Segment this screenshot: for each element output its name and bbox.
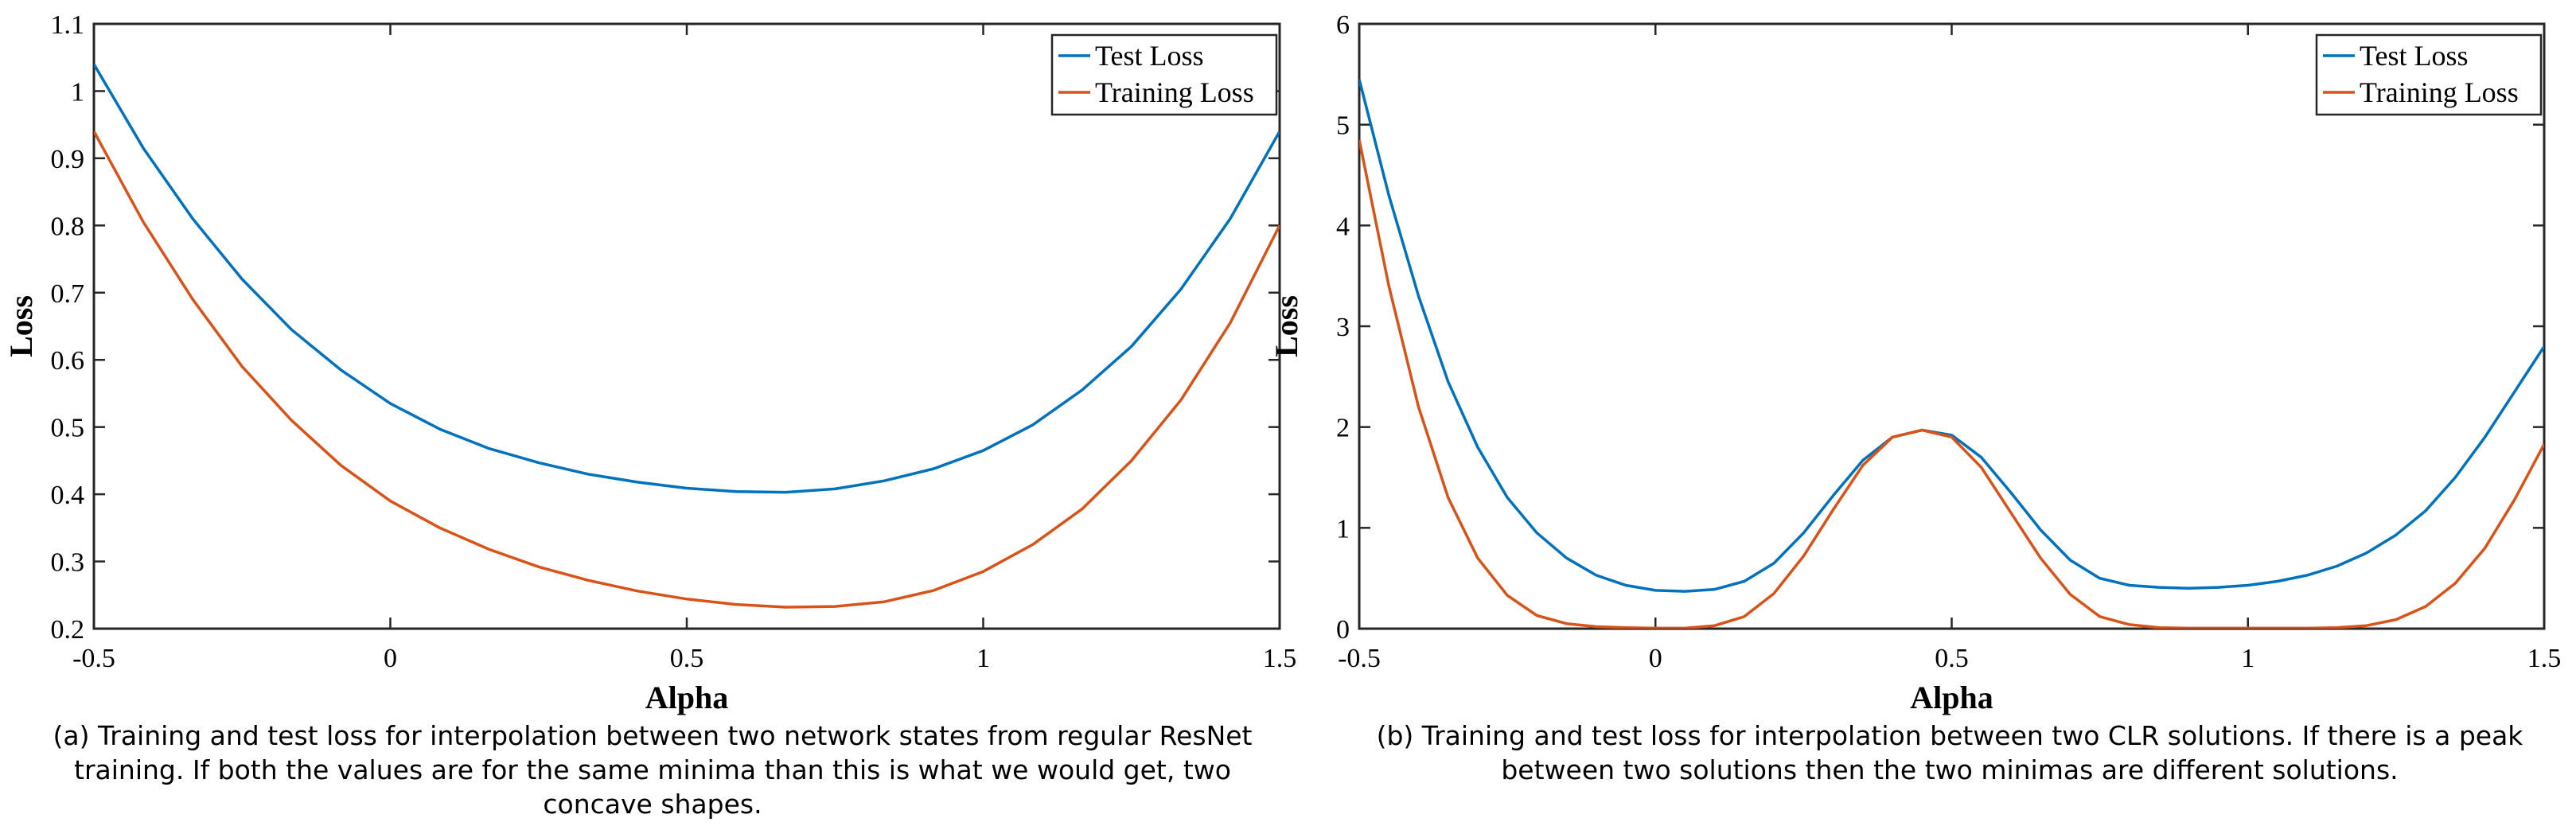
series-line-training-loss [1359, 139, 2544, 629]
y-tick-label: 0 [1336, 615, 1350, 645]
x-tick-label: 0.5 [1935, 644, 1969, 673]
plot-frame [92, 22, 1281, 630]
x-tick-label: 0 [384, 644, 397, 673]
x-axis-label: Alpha [645, 680, 729, 715]
y-tick-label: 5 [1336, 111, 1350, 141]
y-tick-label: 0.9 [51, 145, 85, 174]
y-axis-label: Loss [1269, 295, 1304, 357]
legend-label: Test Loss [1095, 40, 1203, 72]
series-line-training-loss [94, 131, 1280, 609]
caption-a: (a) Training and test loss for interpola… [53, 720, 1253, 820]
legend-label: Training Loss [2360, 76, 2519, 108]
y-axis-label: Loss [3, 295, 39, 357]
y-tick-label: 1.1 [51, 10, 85, 40]
x-tick-label: 0 [1649, 644, 1662, 673]
x-tick-label: -0.5 [1338, 644, 1381, 673]
x-tick-label: 0.5 [670, 644, 704, 673]
y-tick-label: 0.6 [51, 346, 85, 376]
y-tick-label: 1 [1336, 514, 1350, 544]
legend-label: Test Loss [2360, 40, 2468, 72]
x-tick-label: 1 [2241, 644, 2254, 673]
legend-label: Training Loss [1095, 76, 1254, 108]
chart-a-loss-interpolation-resnet: -0.5 0 0.5 1 1.5 0.2 0.3 0.4 0.5 0.6 0.7 0.8 0.9 1 1.1… [3, 10, 1296, 715]
legend [1050, 33, 1278, 116]
x-tick-label: 1.5 [2527, 644, 2562, 673]
y-tick-label: 0.7 [51, 279, 85, 309]
y-tick-label: 3 [1336, 313, 1350, 342]
y-tick-label: 0.2 [51, 615, 85, 645]
x-tick-label: -0.5 [72, 644, 115, 673]
y-tick-label: 6 [1336, 10, 1350, 40]
caption-b: (b) Training and test loss for interpola… [1376, 720, 2523, 785]
x-tick-label: 1.5 [1263, 644, 1297, 673]
x-tick-label: 1 [976, 644, 990, 673]
y-tick-label: 0.5 [51, 414, 85, 443]
y-tick-label: 1 [71, 77, 84, 107]
legend [2315, 33, 2543, 116]
series-line-test-loss [94, 63, 1280, 494]
y-tick-label: 4 [1336, 212, 1350, 241]
y-tick-label: 2 [1336, 414, 1350, 443]
series-line-test-loss [1359, 79, 2544, 593]
y-tick-label: 0.8 [51, 212, 85, 241]
y-tick-label: 0.4 [51, 481, 85, 510]
y-tick-label: 0.3 [51, 548, 85, 578]
x-axis-label: Alpha [1910, 680, 1993, 715]
